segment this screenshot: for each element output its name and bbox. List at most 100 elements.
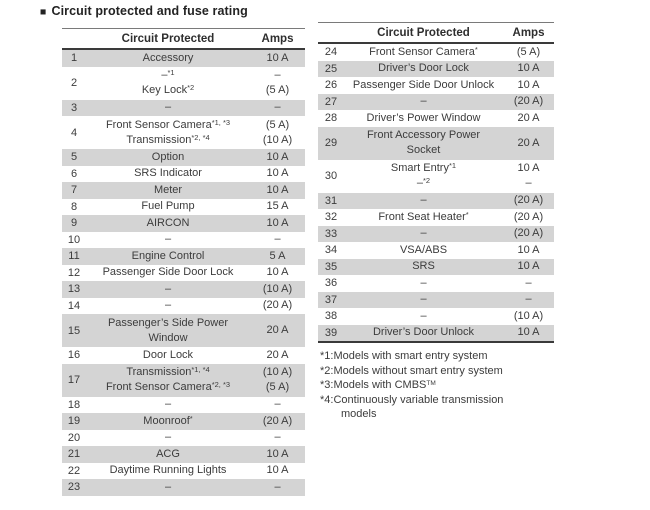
column-header-amps: Amps <box>261 32 294 45</box>
amps-cell: (20 A) <box>250 298 305 315</box>
footnote-marker: *1, *4 <box>191 365 210 374</box>
circuit-cell: Moonroof* <box>86 413 250 430</box>
amps-cell: (10 A) <box>503 308 554 325</box>
table-row: 12 Passenger Side Door Lock 10 A <box>62 265 305 282</box>
circuit-label: Moonroof* <box>143 413 193 427</box>
amps-value: 10 A <box>266 447 289 460</box>
circuit-cell: Passenger Side Door Lock <box>86 265 250 282</box>
row-number: 8 <box>70 200 78 213</box>
amps-cell: 10 A <box>503 77 554 94</box>
table-row: 15 Passenger’s Side Power Window 20 A <box>62 314 305 347</box>
table-row: 21 ACG 10 A <box>62 446 305 463</box>
amps-value: 10 A <box>517 326 540 339</box>
fuse-table-left: Circuit Protected Amps 1 Accessory 10 A 2 –*… <box>62 28 305 496</box>
circuit-cell: – <box>86 397 250 414</box>
fuse-table-right: Circuit Protected Amps 24 Front Sensor Ca… <box>318 22 554 343</box>
table-row: 32 Front Seat Heater* (20 A) <box>318 209 554 226</box>
circuit-label: – <box>164 480 172 493</box>
circuit-cell: – <box>344 193 503 210</box>
row-number: 31 <box>324 194 338 207</box>
table-row: 17 Transmission*1, *4 Front Sensor Camera*… <box>62 363 305 397</box>
row-number: 38 <box>324 310 338 323</box>
table-row: 8 Fuel Pump 15 A <box>62 199 305 216</box>
amps-cell: (10 A) (5 A) <box>250 364 305 397</box>
amps-value: – <box>525 177 532 189</box>
amps-cell: – <box>250 100 305 117</box>
table-row: 31 – (20 A) <box>318 192 554 210</box>
amps-cell: 10 A <box>250 166 305 183</box>
amps-value: – <box>274 233 281 246</box>
table-row: 25 Driver’s Door Lock 10 A <box>318 60 554 77</box>
amps-value: (10 A) <box>262 133 293 146</box>
table-row: 34 VSA/ABS 10 A <box>318 242 554 259</box>
footnote-marker: * <box>189 413 193 423</box>
footnote-marker: *2 <box>187 83 195 92</box>
amps-cell: 10 A <box>250 182 305 199</box>
circuit-cell: Driver’s Door Unlock <box>344 325 503 342</box>
row-number: 25 <box>324 62 338 75</box>
amps-cell: (20 A) <box>503 226 554 243</box>
table-row: 6 SRS Indicator 10 A <box>62 166 305 183</box>
amps-value: 10 A <box>517 162 540 174</box>
amps-value: 10 A <box>266 464 289 477</box>
amps-value: – <box>274 431 281 444</box>
amps-cell: 5 A <box>250 248 305 265</box>
row-number: 39 <box>324 326 338 339</box>
amps-cell: 20 A <box>250 347 305 364</box>
table-row: 24 Front Sensor Camera* (5 A) <box>318 44 554 61</box>
row-number: 37 <box>324 293 338 306</box>
circuit-cell: Passenger’s Side Power Window <box>86 314 250 347</box>
amps-value: (20 A) <box>513 227 544 240</box>
circuit-cell: – <box>86 479 250 496</box>
circuit-label: Front Sensor Camera*2, *3 <box>105 380 231 393</box>
circuit-cell: – <box>344 275 503 292</box>
row-number: 11 <box>68 250 80 263</box>
circuit-label: Front Seat Heater* <box>378 209 469 223</box>
table-row: 36 – – <box>318 275 554 292</box>
row-number: 29 <box>324 137 338 149</box>
row-number: 33 <box>324 227 338 240</box>
amps-value: (20 A) <box>262 414 293 427</box>
table-row: 9 AIRCON 10 A <box>62 215 305 232</box>
circuit-cell: Accessory <box>86 50 250 67</box>
circuit-cell: – <box>86 281 250 298</box>
amps-value: 10 A <box>266 183 289 196</box>
footnote: *4:Continuously variable transmission mo… <box>320 393 504 421</box>
circuit-label: Driver’s Door Unlock <box>372 326 475 339</box>
row-number: 36 <box>324 277 338 290</box>
circuit-label: – <box>164 299 172 312</box>
table-row: 13 – (10 A) <box>62 281 305 298</box>
circuit-label: Engine Control <box>131 249 205 262</box>
table-row: 28 Driver’s Power Window 20 A <box>318 110 554 127</box>
circuit-cell: ACG <box>86 446 250 463</box>
table-header: Circuit Protected Amps <box>62 28 305 50</box>
amps-cell: (10 A) <box>250 281 305 298</box>
amps-cell: 10 A <box>250 149 305 166</box>
circuit-label: Front Sensor Camera*1, *3 <box>105 117 231 131</box>
footnote: *1:Models with smart entry system <box>320 350 488 362</box>
amps-value: 10 A <box>266 266 289 279</box>
circuit-label: – <box>420 95 427 108</box>
row-number: 17 <box>67 374 81 386</box>
circuit-cell: Front Sensor Camera* <box>344 44 503 61</box>
table-row: 19 Moonroof* (20 A) <box>62 413 305 430</box>
circuit-label: Option <box>151 150 185 163</box>
row-number: 22 <box>67 464 81 477</box>
row-number: 1 <box>70 52 78 65</box>
footnote-marker: *2, *3 <box>211 380 231 389</box>
row-number: 27 <box>324 95 338 108</box>
table-row: 38 – (10 A) <box>318 308 554 325</box>
amps-value: – <box>274 69 281 81</box>
column-header-circuit: Circuit Protected <box>121 32 215 45</box>
table-row: 20 – – <box>62 430 305 447</box>
amps-value: – <box>274 480 281 493</box>
circuit-cell: Smart Entry*1 –*2 <box>344 160 503 193</box>
row-number: 6 <box>70 167 78 180</box>
amps-value: (20 A) <box>513 194 544 207</box>
table-row: 30 Smart Entry*1 –*2 10 A – <box>318 160 554 193</box>
amps-value: – <box>274 398 281 411</box>
row-number: 14 <box>67 299 81 312</box>
amps-cell: 20 A <box>503 110 554 127</box>
circuit-cell: VSA/ABS <box>344 242 503 259</box>
